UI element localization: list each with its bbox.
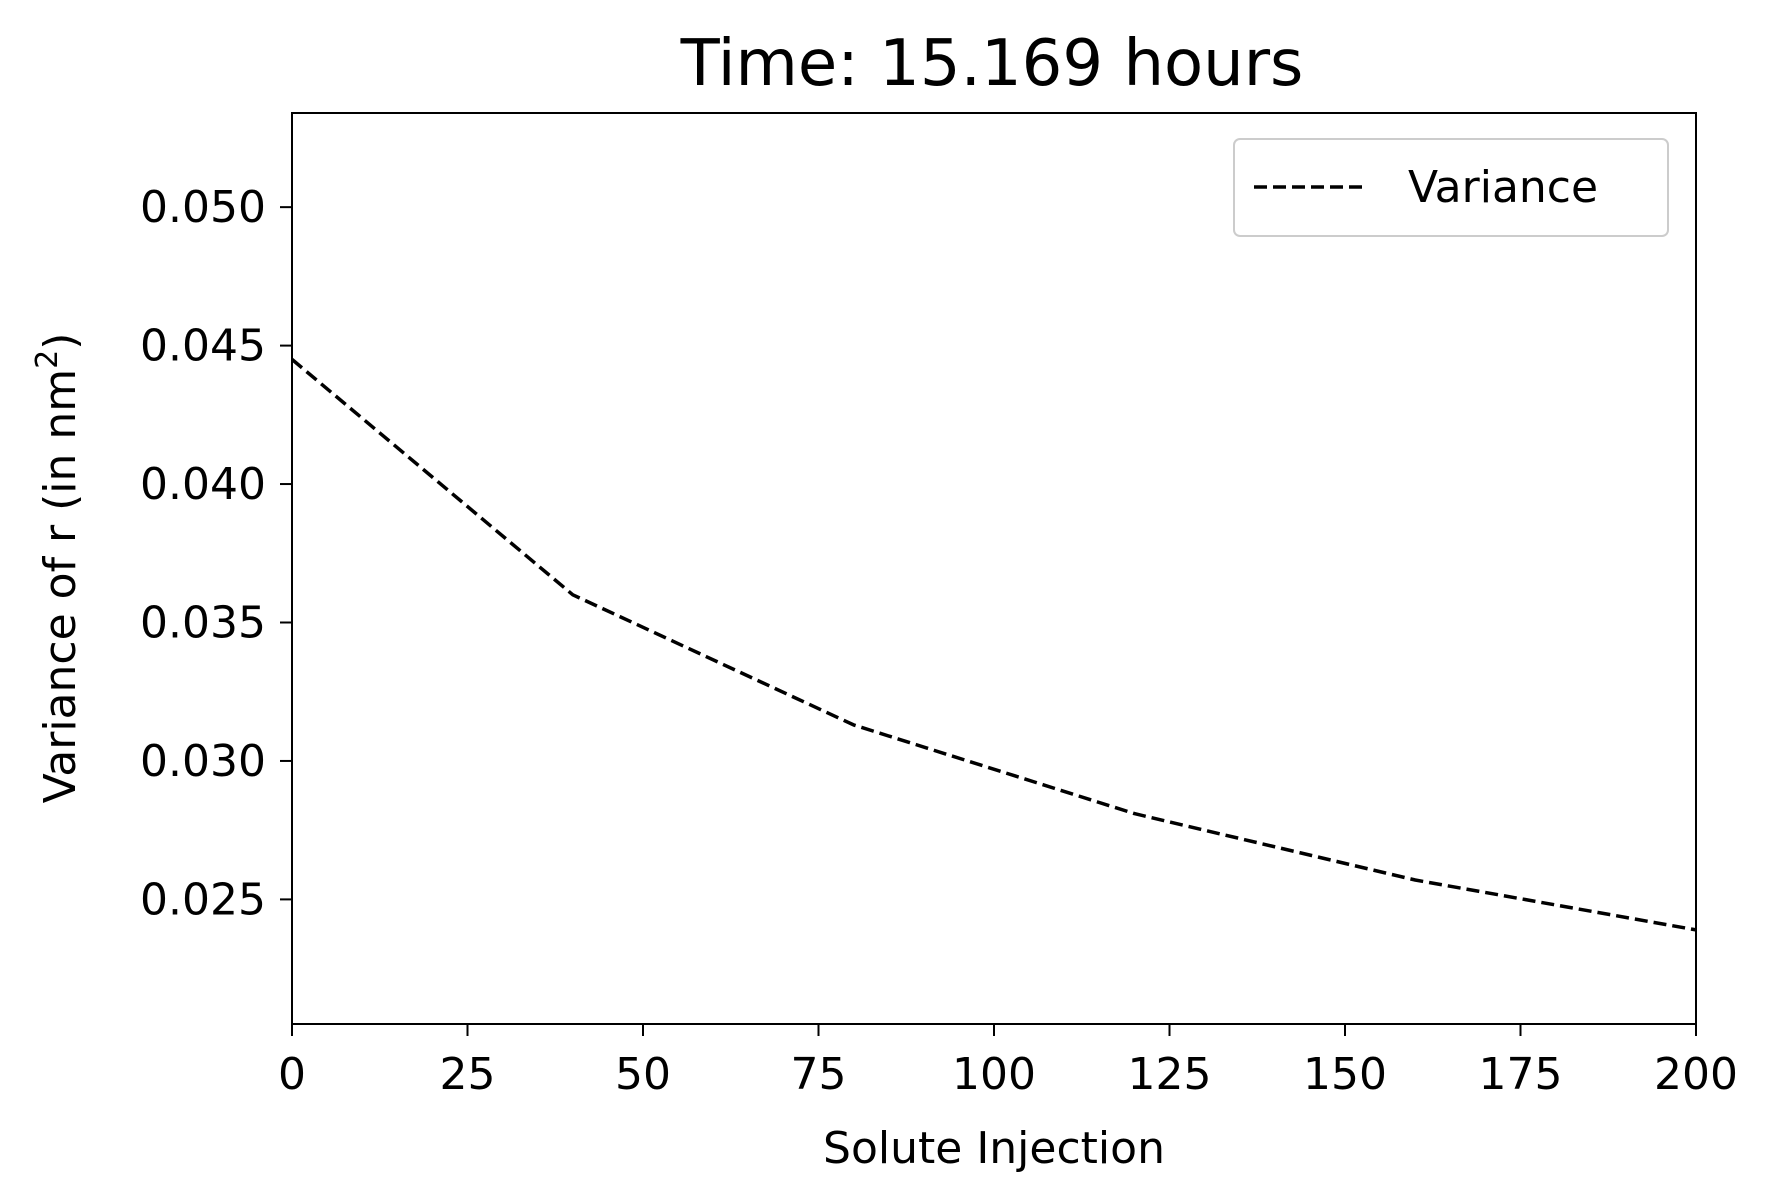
y-tick-label: 0.030 (140, 736, 266, 787)
x-tick-label: 175 (1479, 1049, 1563, 1100)
series-line-variance (290, 358, 1697, 932)
y-tick-label: 0.035 (140, 597, 266, 648)
x-tick-label: 75 (791, 1049, 847, 1100)
y-axis-label: Variance of r (in nm2) (30, 333, 86, 804)
y-axis-label-superscript: 2 (30, 350, 65, 369)
x-axis: 0 25 50 75 100 125 150 175 200 (278, 1024, 1738, 1100)
x-axis-label: Solute Injection (823, 1123, 1165, 1174)
x-tick-label: 200 (1654, 1049, 1738, 1100)
legend: Variance (1233, 138, 1669, 237)
x-tick-label: 25 (440, 1049, 496, 1100)
y-axis: 0.025 0.030 0.035 0.040 0.045 0.050 (140, 182, 292, 925)
y-axis-label-main: Variance of r (in nm (35, 369, 86, 804)
y-tick-label: 0.050 (140, 182, 266, 233)
x-tick-label: 0 (278, 1049, 306, 1100)
series-layer (290, 358, 1697, 932)
y-tick-label: 0.025 (140, 874, 266, 925)
y-tick-label: 0.045 (140, 321, 266, 372)
y-axis-label-close: ) (35, 333, 86, 350)
legend-box (1233, 138, 1669, 237)
x-tick-label: 150 (1303, 1049, 1387, 1100)
x-tick-label: 125 (1128, 1049, 1212, 1100)
x-tick-label: 50 (615, 1049, 671, 1100)
legend-label: Variance (1408, 162, 1598, 213)
x-tick-label: 100 (952, 1049, 1036, 1100)
chart-title: Time: 15.169 hours (680, 27, 1304, 101)
y-tick-label: 0.040 (140, 459, 266, 510)
